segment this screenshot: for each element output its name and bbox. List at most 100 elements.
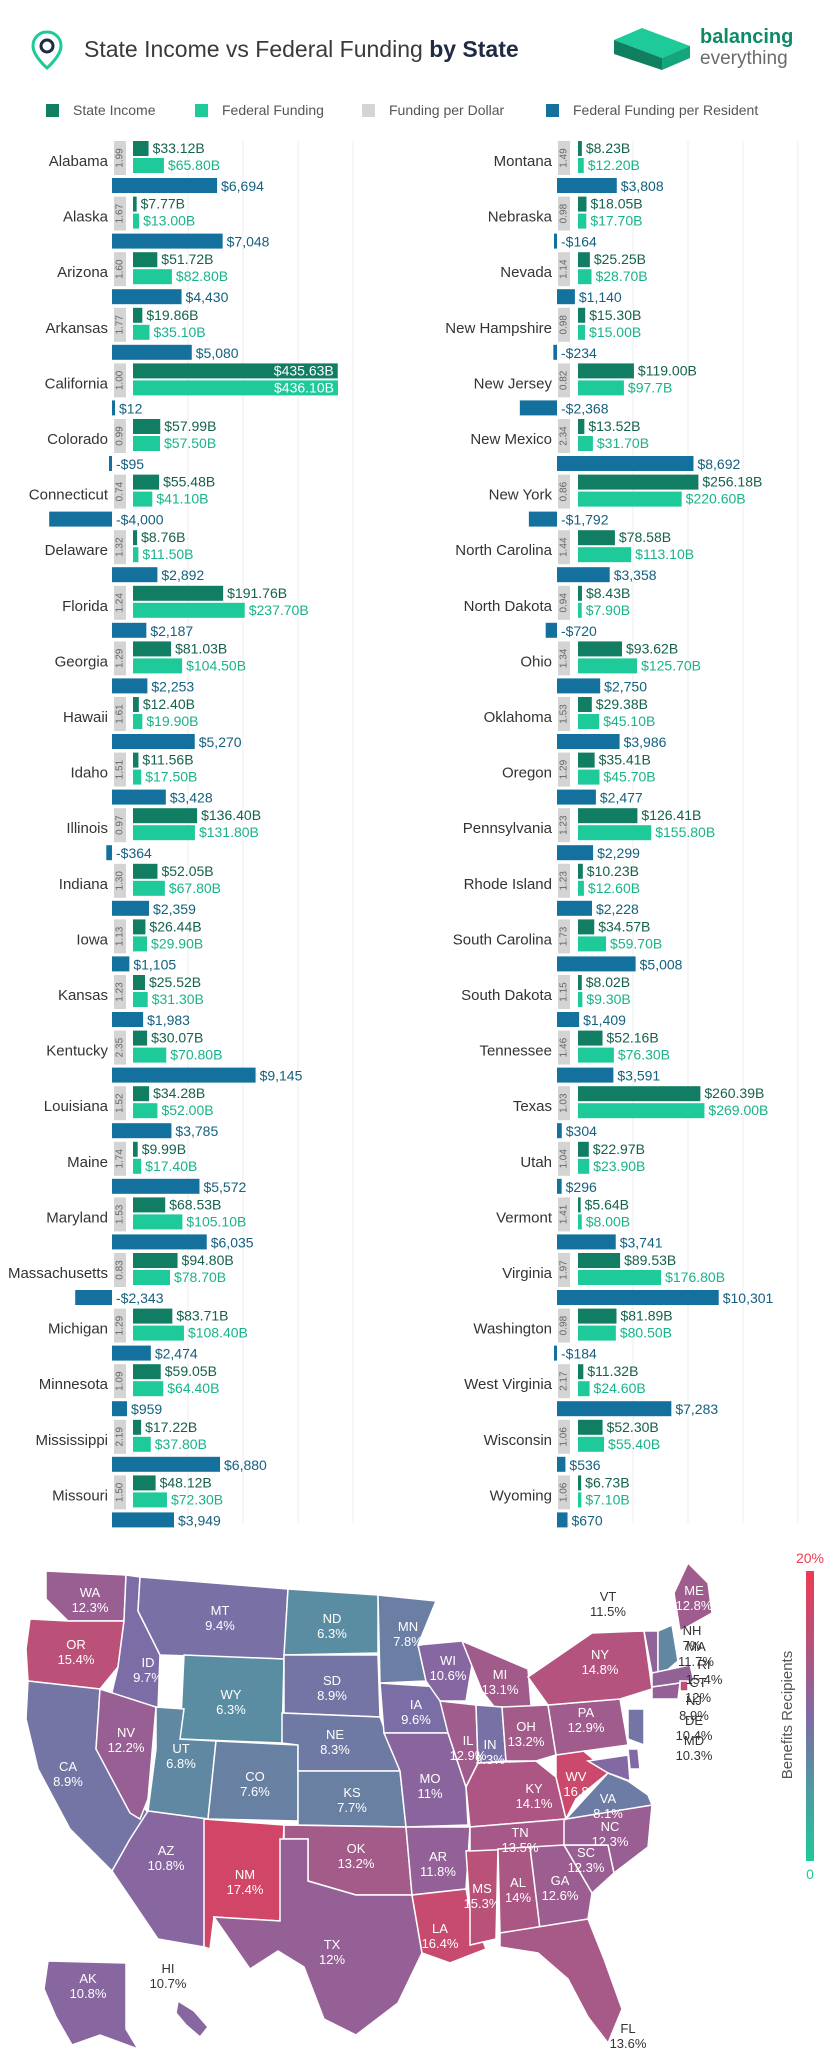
map-state-value: 13.1% (482, 1682, 519, 1697)
per-resident-bar (557, 567, 610, 583)
map-state-oh (501, 1704, 557, 1762)
map-state-abbr: CT (689, 1675, 706, 1690)
federal-funding-label: $55.40B (608, 1436, 660, 1452)
state-income-bar (578, 252, 590, 268)
state-label: Hawaii (63, 709, 108, 726)
map-state-abbr: NV (117, 1725, 135, 1740)
map-state-value: 11.8% (420, 1864, 456, 1879)
funding-per-dollar-badge (114, 196, 126, 231)
state-income-label: $126.41B (641, 807, 701, 823)
federal-funding-label: $108.40B (188, 1325, 248, 1341)
federal-funding-label: $29.90B (151, 935, 203, 951)
state-income-label: $81.89B (620, 1308, 672, 1324)
map-state-abbr: KS (343, 1785, 361, 1800)
funding-per-dollar-badge (558, 808, 570, 843)
funding-per-dollar-label: 0.94 (559, 593, 570, 613)
funding-per-dollar-badge (114, 252, 126, 287)
map-state-value: 14.1% (516, 1796, 553, 1811)
federal-funding-bar (578, 1381, 590, 1397)
funding-per-dollar-badge (558, 141, 570, 175)
funding-per-dollar-badge (558, 919, 570, 954)
color-scale-title: Benefits Recipients (779, 1651, 796, 1779)
per-resident-label: -$95 (116, 456, 144, 472)
state-label: Missouri (52, 1487, 108, 1504)
state-label: Illinois (66, 820, 108, 837)
state-income-bar (133, 1308, 173, 1324)
map-state-abbr: MO (420, 1771, 441, 1786)
funding-per-dollar-label: 2.35 (115, 1037, 126, 1057)
map-state-abbr: TN (511, 1825, 528, 1840)
map-state-abbr: IA (410, 1697, 423, 1712)
federal-funding-bar (133, 992, 148, 1007)
state-income-bar (578, 585, 582, 601)
state-income-label: $55.48B (163, 474, 215, 490)
state-income-bar (578, 419, 585, 434)
funding-per-dollar-badge (558, 196, 570, 231)
map-state-hi (175, 1999, 209, 2039)
federal-funding-label: $12.20B (588, 157, 640, 173)
state-income-bar (133, 585, 224, 601)
state-income-label: $93.62B (626, 640, 678, 656)
per-resident-bar (49, 511, 112, 527)
federal-funding-bar (133, 1158, 142, 1174)
state-label: North Carolina (455, 542, 552, 559)
state-income-bar (133, 975, 145, 990)
state-label: South Carolina (453, 931, 553, 948)
map-state-abbr: AZ (158, 1843, 175, 1858)
funding-per-dollar-label: 1.46 (559, 1037, 570, 1057)
state-income-bar (578, 863, 583, 879)
federal-funding-bar (133, 1492, 167, 1508)
state-income-bar (578, 641, 623, 657)
state-row-mississippi: Mississippi 2.19 $17.22B$37.80B $6,880 (35, 1419, 267, 1473)
federal-funding-label: $104.50B (186, 657, 246, 673)
state-income-label: $94.80B (182, 1252, 234, 1268)
state-income-bar (133, 1141, 138, 1157)
funding-per-dollar-label: 1.15 (559, 982, 570, 1002)
funding-per-dollar-badge (558, 1086, 570, 1121)
state-label: Louisiana (44, 1098, 109, 1115)
funding-per-dollar-badge (114, 585, 126, 620)
state-income-bar (578, 1086, 701, 1102)
state-row-texas: Texas 1.03 $260.39B$269.00B $304 (513, 1085, 769, 1139)
state-label: New Mexico (470, 431, 552, 448)
state-income-label: $68.53B (169, 1196, 221, 1212)
state-label: Vermont (496, 1209, 553, 1226)
map-state-abbr: MT (211, 1603, 230, 1618)
state-income-bar (578, 1030, 603, 1046)
per-resident-bar (557, 1290, 719, 1305)
federal-funding-label: $45.10B (603, 713, 655, 729)
federal-funding-label: $155.80B (655, 824, 715, 840)
state-row-colorado: Colorado 0.99 $57.99B$57.50B -$95 (47, 418, 216, 472)
state-row-virginia: Virginia 1.97 $89.53B$176.80B $10,301 (502, 1252, 773, 1306)
federal-funding-label: $57.50B (164, 435, 216, 451)
funding-per-dollar-label: 1.29 (115, 648, 126, 668)
state-label: Indiana (59, 876, 109, 893)
per-resident-bar (519, 400, 557, 416)
state-label: Wisconsin (484, 1432, 552, 1449)
funding-per-dollar-label: 1.13 (115, 926, 126, 946)
state-label: Virginia (502, 1265, 552, 1282)
state-income-bar (578, 1475, 582, 1491)
funding-per-dollar-label: 1.61 (115, 704, 126, 724)
per-resident-label: -$2,343 (116, 1290, 164, 1306)
state-income-label: $136.40B (201, 807, 261, 823)
funding-per-dollar-badge (558, 1308, 570, 1343)
state-label: Utah (520, 1154, 552, 1171)
map-state-value: 11.7% (678, 1654, 714, 1669)
state-row-wisconsin: Wisconsin 1.06 $52.30B$55.40B $536 (484, 1419, 661, 1473)
funding-per-dollar-label: 1.52 (115, 1093, 126, 1113)
state-income-bar (578, 1364, 584, 1380)
map-state-value: 11.5% (590, 1604, 626, 1619)
color-scale-min: 0 (806, 1866, 814, 1882)
federal-funding-label: $67.80B (169, 880, 221, 896)
per-resident-bar (557, 1123, 562, 1139)
map-state-abbr: RI (698, 1657, 711, 1672)
map-state-abbr: NC (601, 1819, 620, 1834)
funding-per-dollar-label: 2.19 (115, 1427, 126, 1447)
state-income-label: $30.07B (151, 1030, 203, 1046)
state-label: Colorado (47, 431, 108, 448)
federal-funding-bar (133, 602, 245, 618)
per-resident-bar (557, 678, 601, 694)
state-income-bar (578, 919, 595, 935)
per-resident-label: $3,358 (614, 567, 657, 583)
